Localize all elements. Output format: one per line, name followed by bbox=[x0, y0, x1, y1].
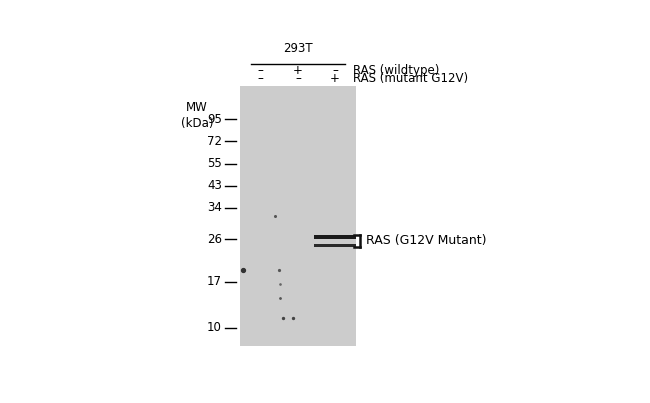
Text: RAS (G12V Mutant): RAS (G12V Mutant) bbox=[366, 234, 487, 247]
Text: –: – bbox=[332, 64, 338, 77]
Text: 26: 26 bbox=[207, 233, 222, 246]
Text: MW
(kDa): MW (kDa) bbox=[181, 101, 213, 130]
Text: 10: 10 bbox=[207, 321, 222, 334]
Text: –: – bbox=[258, 72, 264, 85]
Text: 72: 72 bbox=[207, 135, 222, 148]
Text: +: + bbox=[330, 72, 340, 85]
Bar bbox=[314, 235, 356, 239]
Text: 293T: 293T bbox=[283, 42, 313, 54]
Text: RAS (mutant G12V): RAS (mutant G12V) bbox=[352, 72, 468, 85]
Text: RAS (wildtype): RAS (wildtype) bbox=[352, 64, 439, 77]
Text: 43: 43 bbox=[207, 179, 222, 192]
Text: –: – bbox=[258, 64, 264, 77]
Text: 95: 95 bbox=[207, 112, 222, 126]
Bar bbox=[314, 244, 356, 247]
Bar bbox=[240, 85, 356, 346]
Text: –: – bbox=[295, 72, 301, 85]
Text: +: + bbox=[293, 64, 303, 77]
Text: 55: 55 bbox=[207, 157, 222, 170]
Text: 34: 34 bbox=[207, 202, 222, 214]
Text: 17: 17 bbox=[207, 275, 222, 288]
